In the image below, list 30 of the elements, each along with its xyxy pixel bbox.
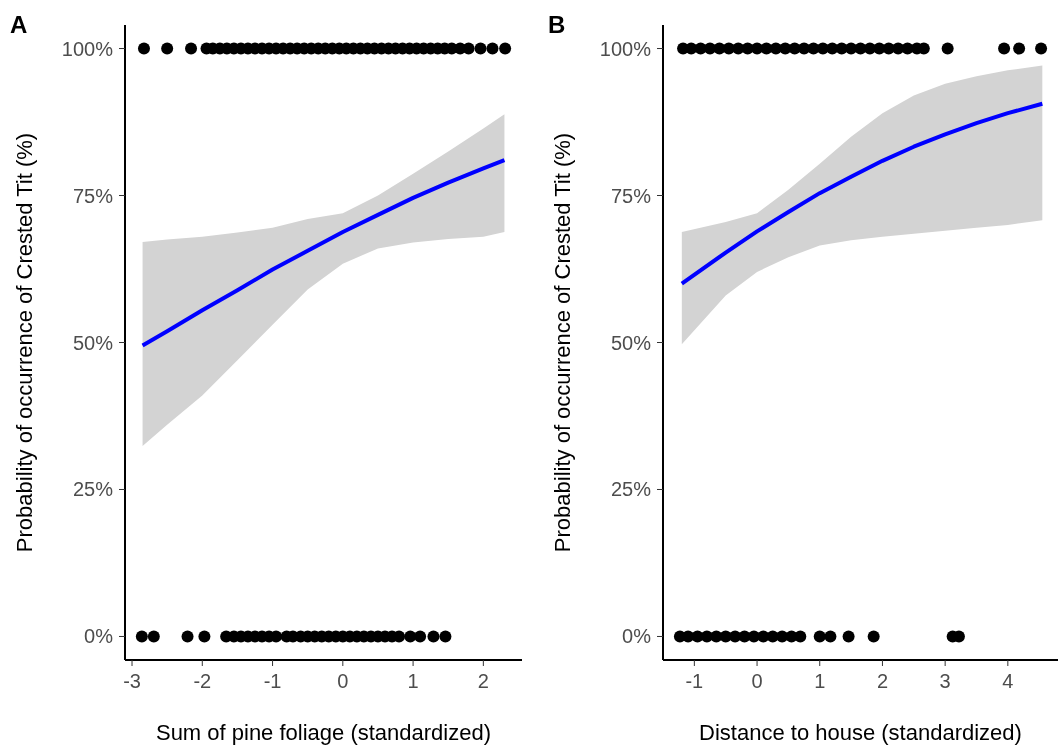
y-tick-label: 50% bbox=[72, 331, 114, 354]
y-tick-label: 75% bbox=[72, 184, 114, 207]
x-tick-label: 0 bbox=[337, 670, 349, 692]
x-tick-label: -1 bbox=[685, 670, 704, 692]
y-tick-label: 100% bbox=[599, 37, 652, 60]
x-tick-label: 2 bbox=[477, 670, 489, 692]
x-axis-title: Sum of pine foliage (standardized) bbox=[155, 720, 492, 745]
x-tick-label: 4 bbox=[1002, 670, 1014, 692]
y-axis-title: Probability of occurrence of Crested Tit (%) bbox=[550, 132, 575, 553]
x-tick-label: -1 bbox=[263, 670, 282, 692]
y-tick-label: 100% bbox=[61, 37, 114, 60]
y-axis-title: Probability of occurrence of Crested Tit (%) bbox=[12, 132, 37, 553]
y-tick-label: 25% bbox=[72, 478, 114, 501]
y-tick-label: 25% bbox=[610, 478, 652, 501]
x-tick-label: 3 bbox=[939, 670, 951, 692]
line-series bbox=[679, 101, 1045, 286]
y-tick-label: 0% bbox=[84, 625, 114, 648]
y-tick-label: 0% bbox=[622, 625, 652, 648]
y-tick-label: 75% bbox=[610, 184, 652, 207]
x-tick-label: -3 bbox=[123, 670, 141, 692]
x-tick-label: 1 bbox=[407, 670, 419, 692]
x-tick-label: 2 bbox=[876, 670, 889, 692]
y-tick-label: 50% bbox=[610, 331, 652, 354]
x-tick-label: -2 bbox=[193, 670, 212, 692]
chart-title: A bbox=[10, 11, 28, 38]
x-tick-label: 0 bbox=[751, 670, 763, 692]
x-tick-label: 1 bbox=[814, 670, 826, 692]
line-series bbox=[140, 158, 507, 348]
x-axis-title: Distance to house (standardized) bbox=[699, 720, 1022, 745]
chart-title: B bbox=[548, 11, 566, 38]
